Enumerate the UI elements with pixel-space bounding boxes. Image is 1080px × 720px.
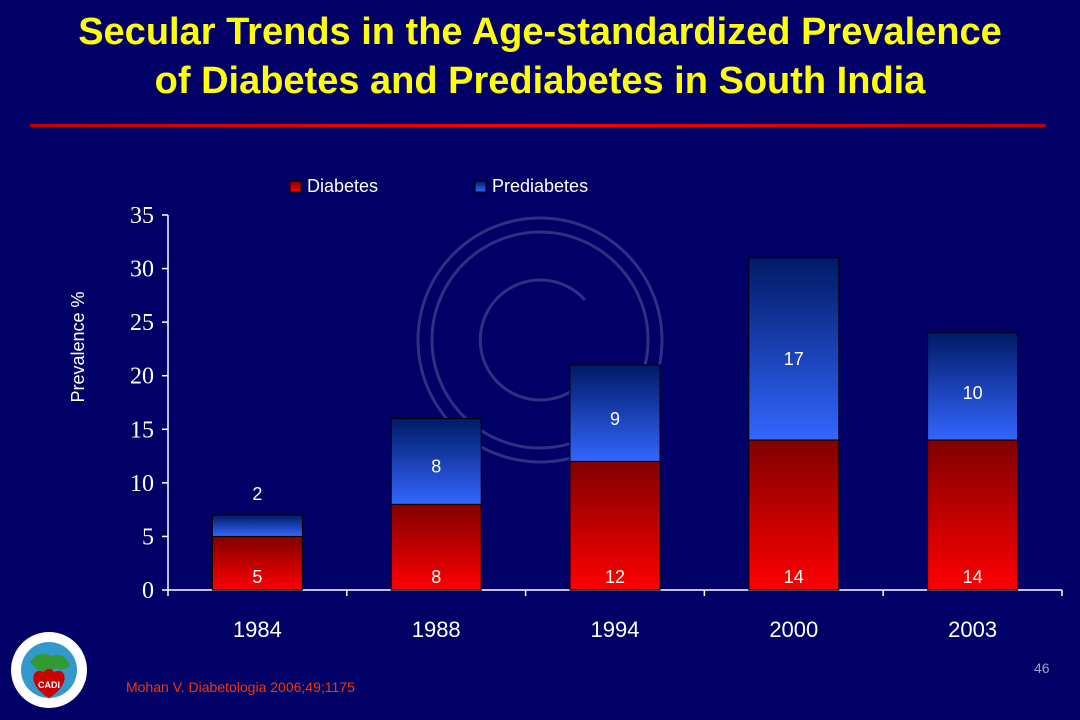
data-label-prediabetes-1984: 2 [252,484,262,504]
legend-label-diabetes: Diabetes [307,176,378,196]
bar-diabetes-1984 [211,535,303,591]
bar-diabetes-1988 [390,503,482,591]
logo-text: CADI [38,680,60,690]
data-label-diabetes-1988: 8 [431,567,441,587]
data-labels: 5 2 8 8 12 9 14 17 14 10 [252,349,982,587]
legend: Diabetes Prediabetes [289,176,588,196]
x-tick-label: 1988 [412,617,461,642]
x-tick-label: 2003 [948,617,997,642]
y-tick-label: 20 [130,364,154,390]
y-axis-ticks: 0 5 10 15 20 25 30 35 [130,203,168,604]
y-tick-label: 10 [130,471,154,497]
data-label-diabetes-1994: 12 [605,567,625,587]
legend-label-prediabetes: Prediabetes [492,176,588,196]
bar-prediabetes-2003 [927,332,1019,441]
bar-prediabetes-1988 [390,418,482,505]
title-divider [30,124,1046,127]
copyright-watermark-icon [416,216,664,464]
data-label-prediabetes-1994: 9 [610,409,620,429]
bar-diabetes-1994 [569,460,661,591]
data-label-diabetes-1984: 5 [252,567,262,587]
bar-diabetes-2003 [927,439,1019,591]
slide-title: Secular Trends in the Age-standardized P… [0,8,1080,106]
legend-swatch-prediabetes [474,180,487,193]
x-tick-label: 1994 [591,617,640,642]
legend-swatch-diabetes [289,180,302,193]
bar-prediabetes-2000 [748,257,840,441]
bar-prediabetes-1984 [211,514,303,537]
cadi-logo-icon: CADI [11,632,87,708]
y-tick-label: 25 [130,310,154,336]
x-tick-label: 1984 [233,617,282,642]
data-label-prediabetes-1988: 8 [431,457,441,477]
bar-prediabetes-1994 [569,364,661,462]
citation: Mohan V. Diabetologia 2006;49;1175 [126,679,355,695]
y-tick-label: 35 [130,203,154,229]
data-label-diabetes-2000: 14 [784,567,804,587]
page-number: 46 [1034,660,1050,676]
y-axis-label: Prevalence % [68,291,88,402]
y-tick-label: 5 [142,524,154,550]
x-tick-label: 2000 [769,617,818,642]
data-label-prediabetes-2000: 17 [784,349,804,369]
data-label-prediabetes-2003: 10 [963,383,983,403]
bar-diabetes-2000 [748,439,840,591]
y-tick-label: 30 [130,257,154,283]
x-axis-ticks: 1984 1988 1994 2000 2003 [167,590,1063,642]
y-tick-label: 15 [130,417,154,443]
title-line-1: Secular Trends in the Age-standardized P… [78,11,1002,53]
bars [211,257,1019,591]
y-tick-label: 0 [142,578,154,604]
title-line-2: of Diabetes and Prediabetes in South Ind… [154,60,926,102]
data-label-diabetes-2003: 14 [963,567,983,587]
